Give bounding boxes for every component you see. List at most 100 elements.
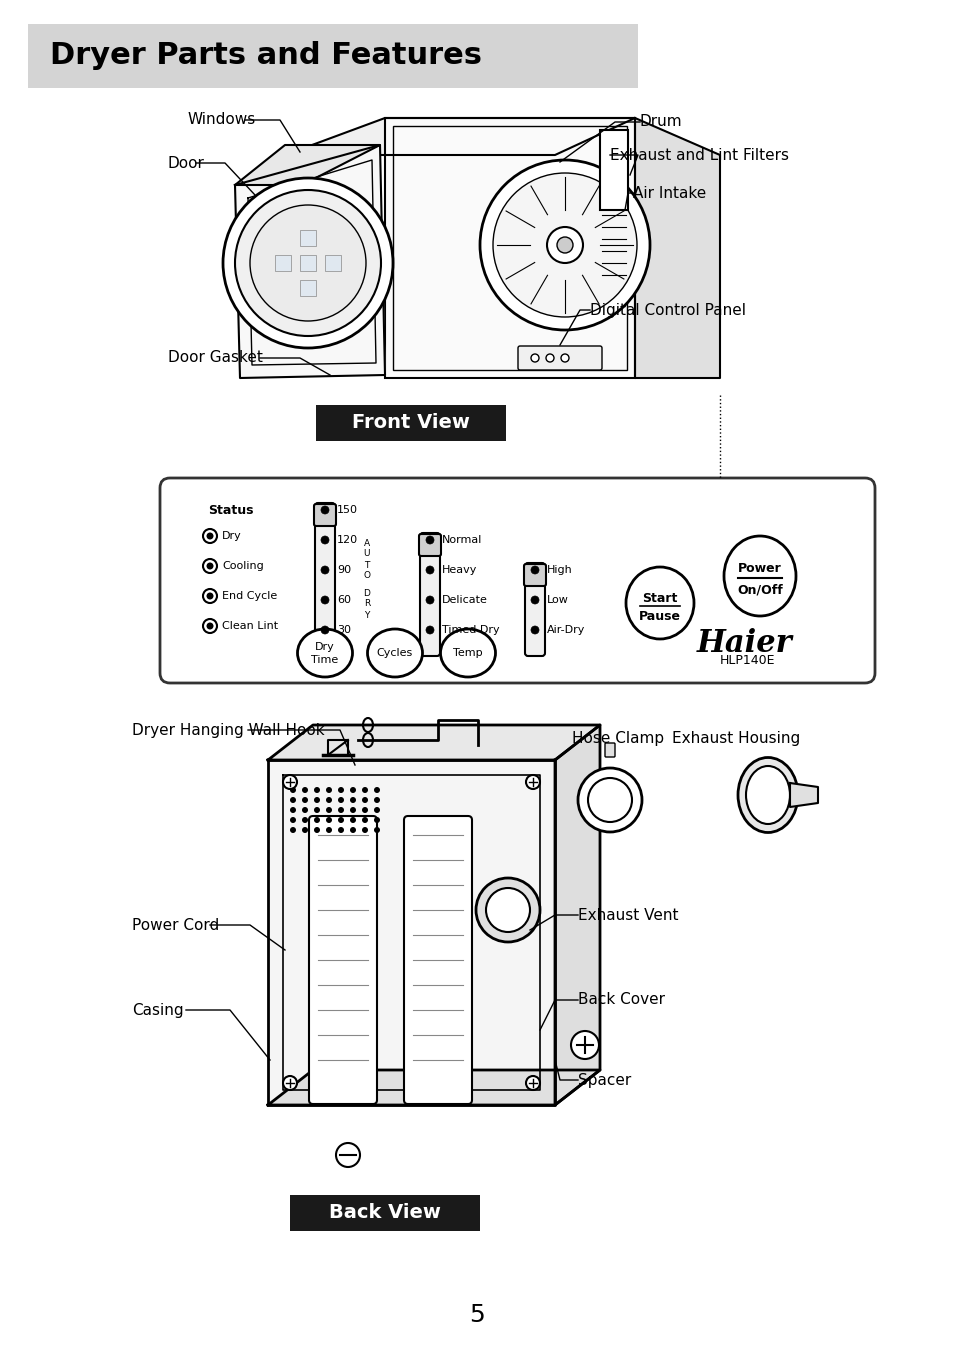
Circle shape (525, 775, 539, 790)
Circle shape (302, 807, 308, 813)
Circle shape (206, 533, 213, 539)
Circle shape (337, 796, 344, 803)
Circle shape (314, 827, 319, 833)
Circle shape (203, 589, 216, 603)
Text: Windows: Windows (188, 112, 256, 127)
Text: Door: Door (168, 155, 205, 170)
Circle shape (326, 817, 332, 823)
Circle shape (426, 626, 434, 634)
Circle shape (250, 206, 366, 320)
FancyBboxPatch shape (599, 130, 627, 210)
Text: Clean Lint: Clean Lint (222, 621, 278, 631)
Text: T: T (364, 561, 370, 569)
Text: Dry: Dry (222, 531, 241, 541)
Circle shape (426, 566, 434, 575)
Circle shape (223, 178, 393, 347)
Circle shape (302, 827, 308, 833)
FancyBboxPatch shape (524, 562, 544, 656)
Circle shape (531, 354, 538, 362)
FancyBboxPatch shape (604, 744, 615, 757)
Circle shape (374, 827, 379, 833)
Ellipse shape (297, 629, 352, 677)
FancyBboxPatch shape (299, 280, 315, 296)
Text: Dry: Dry (314, 642, 335, 652)
Text: 60: 60 (336, 595, 351, 604)
FancyBboxPatch shape (385, 118, 635, 379)
Circle shape (374, 787, 379, 794)
Text: Hose Clamp: Hose Clamp (572, 730, 663, 745)
Text: U: U (363, 549, 370, 558)
Polygon shape (268, 760, 555, 1105)
Circle shape (337, 807, 344, 813)
Text: Air Intake: Air Intake (633, 185, 705, 200)
Circle shape (557, 237, 573, 253)
Text: Power: Power (738, 561, 781, 575)
Circle shape (290, 787, 295, 794)
Polygon shape (285, 118, 635, 155)
Text: Start: Start (641, 592, 677, 604)
Text: Y: Y (364, 611, 370, 619)
Ellipse shape (440, 629, 495, 677)
Circle shape (426, 596, 434, 604)
Text: Haier: Haier (697, 627, 792, 658)
Circle shape (290, 807, 295, 813)
Circle shape (203, 619, 216, 633)
Circle shape (234, 191, 380, 337)
Circle shape (314, 796, 319, 803)
Text: Back Cover: Back Cover (578, 992, 664, 1007)
Text: O: O (363, 572, 370, 580)
Circle shape (350, 796, 355, 803)
Circle shape (337, 817, 344, 823)
Text: Cooling: Cooling (222, 561, 263, 571)
Circle shape (350, 817, 355, 823)
Text: Dryer Parts and Features: Dryer Parts and Features (50, 41, 481, 69)
Circle shape (476, 877, 539, 942)
Polygon shape (268, 1069, 599, 1105)
FancyBboxPatch shape (325, 256, 340, 270)
FancyBboxPatch shape (290, 1195, 479, 1232)
Text: Pause: Pause (639, 611, 680, 623)
Text: Low: Low (546, 595, 568, 604)
Polygon shape (789, 783, 817, 807)
FancyBboxPatch shape (403, 817, 472, 1105)
Circle shape (571, 1032, 598, 1059)
Circle shape (545, 354, 554, 362)
Circle shape (320, 626, 329, 634)
Ellipse shape (723, 535, 795, 617)
Text: Temp: Temp (453, 648, 482, 658)
Circle shape (302, 787, 308, 794)
Circle shape (374, 807, 379, 813)
Text: Front View: Front View (352, 414, 470, 433)
Polygon shape (234, 145, 379, 185)
Circle shape (283, 775, 296, 790)
Circle shape (326, 807, 332, 813)
FancyBboxPatch shape (419, 533, 439, 656)
Ellipse shape (738, 757, 797, 833)
Circle shape (337, 787, 344, 794)
Circle shape (302, 817, 308, 823)
Circle shape (314, 807, 319, 813)
Circle shape (479, 160, 649, 330)
Circle shape (314, 817, 319, 823)
Circle shape (578, 768, 641, 831)
Text: End Cycle: End Cycle (222, 591, 277, 602)
Circle shape (326, 827, 332, 833)
Text: R: R (363, 599, 370, 608)
FancyBboxPatch shape (274, 256, 291, 270)
Text: Spacer: Spacer (578, 1072, 631, 1087)
Polygon shape (635, 118, 720, 379)
Text: Exhaust Housing: Exhaust Housing (671, 730, 800, 745)
FancyBboxPatch shape (418, 534, 440, 556)
Circle shape (546, 227, 582, 264)
Ellipse shape (625, 566, 693, 639)
Circle shape (531, 626, 538, 634)
Circle shape (320, 535, 329, 544)
FancyBboxPatch shape (517, 346, 601, 370)
Circle shape (493, 173, 637, 316)
Circle shape (361, 827, 368, 833)
FancyBboxPatch shape (28, 24, 638, 88)
Text: 90: 90 (336, 565, 351, 575)
Text: Exhaust Vent: Exhaust Vent (578, 907, 678, 922)
Circle shape (350, 787, 355, 794)
Text: Normal: Normal (441, 535, 482, 545)
